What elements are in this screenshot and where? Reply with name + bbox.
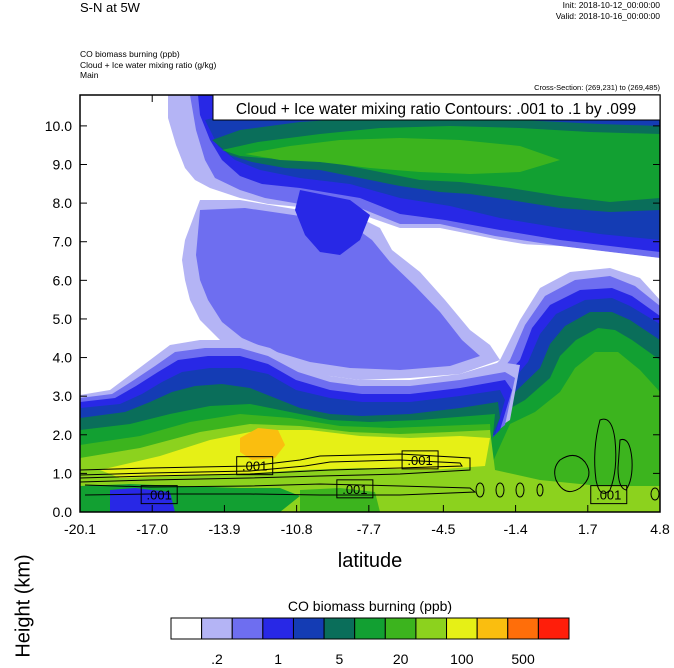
contour-loop-2 <box>594 418 617 494</box>
y-tick-label: 1.0 <box>53 465 73 481</box>
contour-labels-layer: .001 .001 .001 .001 .001 <box>140 450 628 505</box>
contour-label-box <box>336 479 374 499</box>
field-line-cloud: Cloud + Ice water mixing ratio (g/kg) <box>80 59 217 70</box>
colorbar-title: CO biomass burning (ppb) <box>287 598 453 614</box>
contour-loop-1 <box>554 455 590 493</box>
y-tick-label: 8.0 <box>53 195 73 211</box>
colorbar-box <box>415 617 448 640</box>
x-tick-label: -4.5 <box>431 521 455 537</box>
y-tick-label: 6.0 <box>53 272 73 288</box>
colorbar-box <box>201 617 233 640</box>
x-tick-label: 4.8 <box>650 521 670 537</box>
colorbar-box <box>384 617 417 640</box>
y-tick-label: 9.0 <box>53 157 73 173</box>
colorbar-box <box>446 617 478 640</box>
colorbar-box <box>476 617 509 640</box>
contour-label: .001 <box>147 488 172 503</box>
plot-title: Cloud + Ice water mixing ratio Contours:… <box>236 101 636 118</box>
field-mid-blue <box>196 208 480 370</box>
contour-small-3 <box>515 482 525 498</box>
contour-label-box <box>590 485 628 505</box>
contour-lines <box>80 418 660 501</box>
y-tick-label: 7.0 <box>53 234 73 250</box>
contour-label-box <box>140 485 178 505</box>
y-tick-label: 3.0 <box>53 388 73 404</box>
y-tick-label: 2.0 <box>53 427 73 443</box>
plot-title-left: S-N at 5W <box>80 0 140 15</box>
contour-label: .001 <box>242 459 267 474</box>
colorbar-box <box>262 617 294 640</box>
field-right-lgreen <box>470 352 660 512</box>
colorbar-label: 1 <box>274 651 282 667</box>
x-tick-label: -13.9 <box>208 521 240 537</box>
x-tick-label: -7.7 <box>357 521 381 537</box>
colorbar-box <box>354 617 386 640</box>
field-surface-lgreen <box>300 488 380 512</box>
axes-layer: -20.1 -17.0 -13.9 -10.8 -7.7 -4.5 -1.4 1.7 4.8 0.… <box>45 95 670 537</box>
colorbar-label: 100 <box>450 651 474 667</box>
x-tick-label: -1.4 <box>504 521 528 537</box>
x-tick-label: -10.8 <box>281 521 313 537</box>
colorbar-label: 20 <box>393 651 409 667</box>
field-mid-core <box>295 190 370 255</box>
contour-label: .001 <box>407 453 432 468</box>
contour-label: .001 <box>342 482 367 497</box>
y-tick-label: 10.0 <box>45 118 72 134</box>
filled-field <box>80 95 660 512</box>
y-tick-label: 0.0 <box>53 504 73 520</box>
field-info: CO biomass burning (ppb) Cloud + Ice wat… <box>80 49 216 81</box>
colorbar-box <box>507 617 539 640</box>
contour-small-1 <box>475 482 485 498</box>
time-info: Init: 2018-10-12_00:00:00 Valid: 2018-10… <box>556 0 660 22</box>
y-tick-label: 5.0 <box>53 311 73 327</box>
field-line-main: Main <box>80 70 99 80</box>
colorbar-label: 500 <box>511 651 535 667</box>
contour-loop-3 <box>617 438 633 491</box>
cross-section-label: Cross-Section: (269,231) to (269,485) <box>534 83 660 92</box>
colorbar-box <box>537 617 570 640</box>
y-axis-label: Height (km) <box>12 554 35 658</box>
contour-label-box <box>236 456 274 476</box>
colorbar-box <box>292 617 325 640</box>
field-line-co: CO biomass burning (ppb) <box>80 49 180 59</box>
contour-small-5 <box>650 487 660 501</box>
contour-small-2 <box>495 482 505 498</box>
contour-small-4 <box>536 483 544 497</box>
contour-line-2 <box>80 459 463 479</box>
init-time: Init: 2018-10-12_00:00:00 <box>562 0 660 10</box>
x-tick-label: -17.0 <box>136 521 168 537</box>
colorbar-box <box>323 617 356 640</box>
x-axis-label: latitude <box>337 550 403 572</box>
field-white-hole <box>378 225 660 340</box>
colorbar-label: .2 <box>211 651 223 667</box>
plot-title-box <box>212 94 661 121</box>
colorbar-box <box>170 617 203 640</box>
contour-line-3 <box>84 483 477 496</box>
colorbar: .2 1 5 20 100 500 <box>170 617 570 667</box>
x-tick-label: -20.1 <box>64 521 96 537</box>
contour-label-box <box>401 450 439 470</box>
colorbar-box <box>231 617 264 640</box>
field-low-yellow <box>100 430 490 478</box>
field-low-orange <box>240 428 285 460</box>
colorbar-label: 5 <box>335 651 343 667</box>
contour-label: .001 <box>596 488 621 503</box>
contour-line-1 <box>80 453 471 483</box>
y-tick-label: 4.0 <box>53 350 73 366</box>
valid-time: Valid: 2018-10-16_00:00:00 <box>555 11 660 21</box>
x-tick-label: 1.7 <box>578 521 598 537</box>
field-upper-lgreen <box>245 138 560 174</box>
